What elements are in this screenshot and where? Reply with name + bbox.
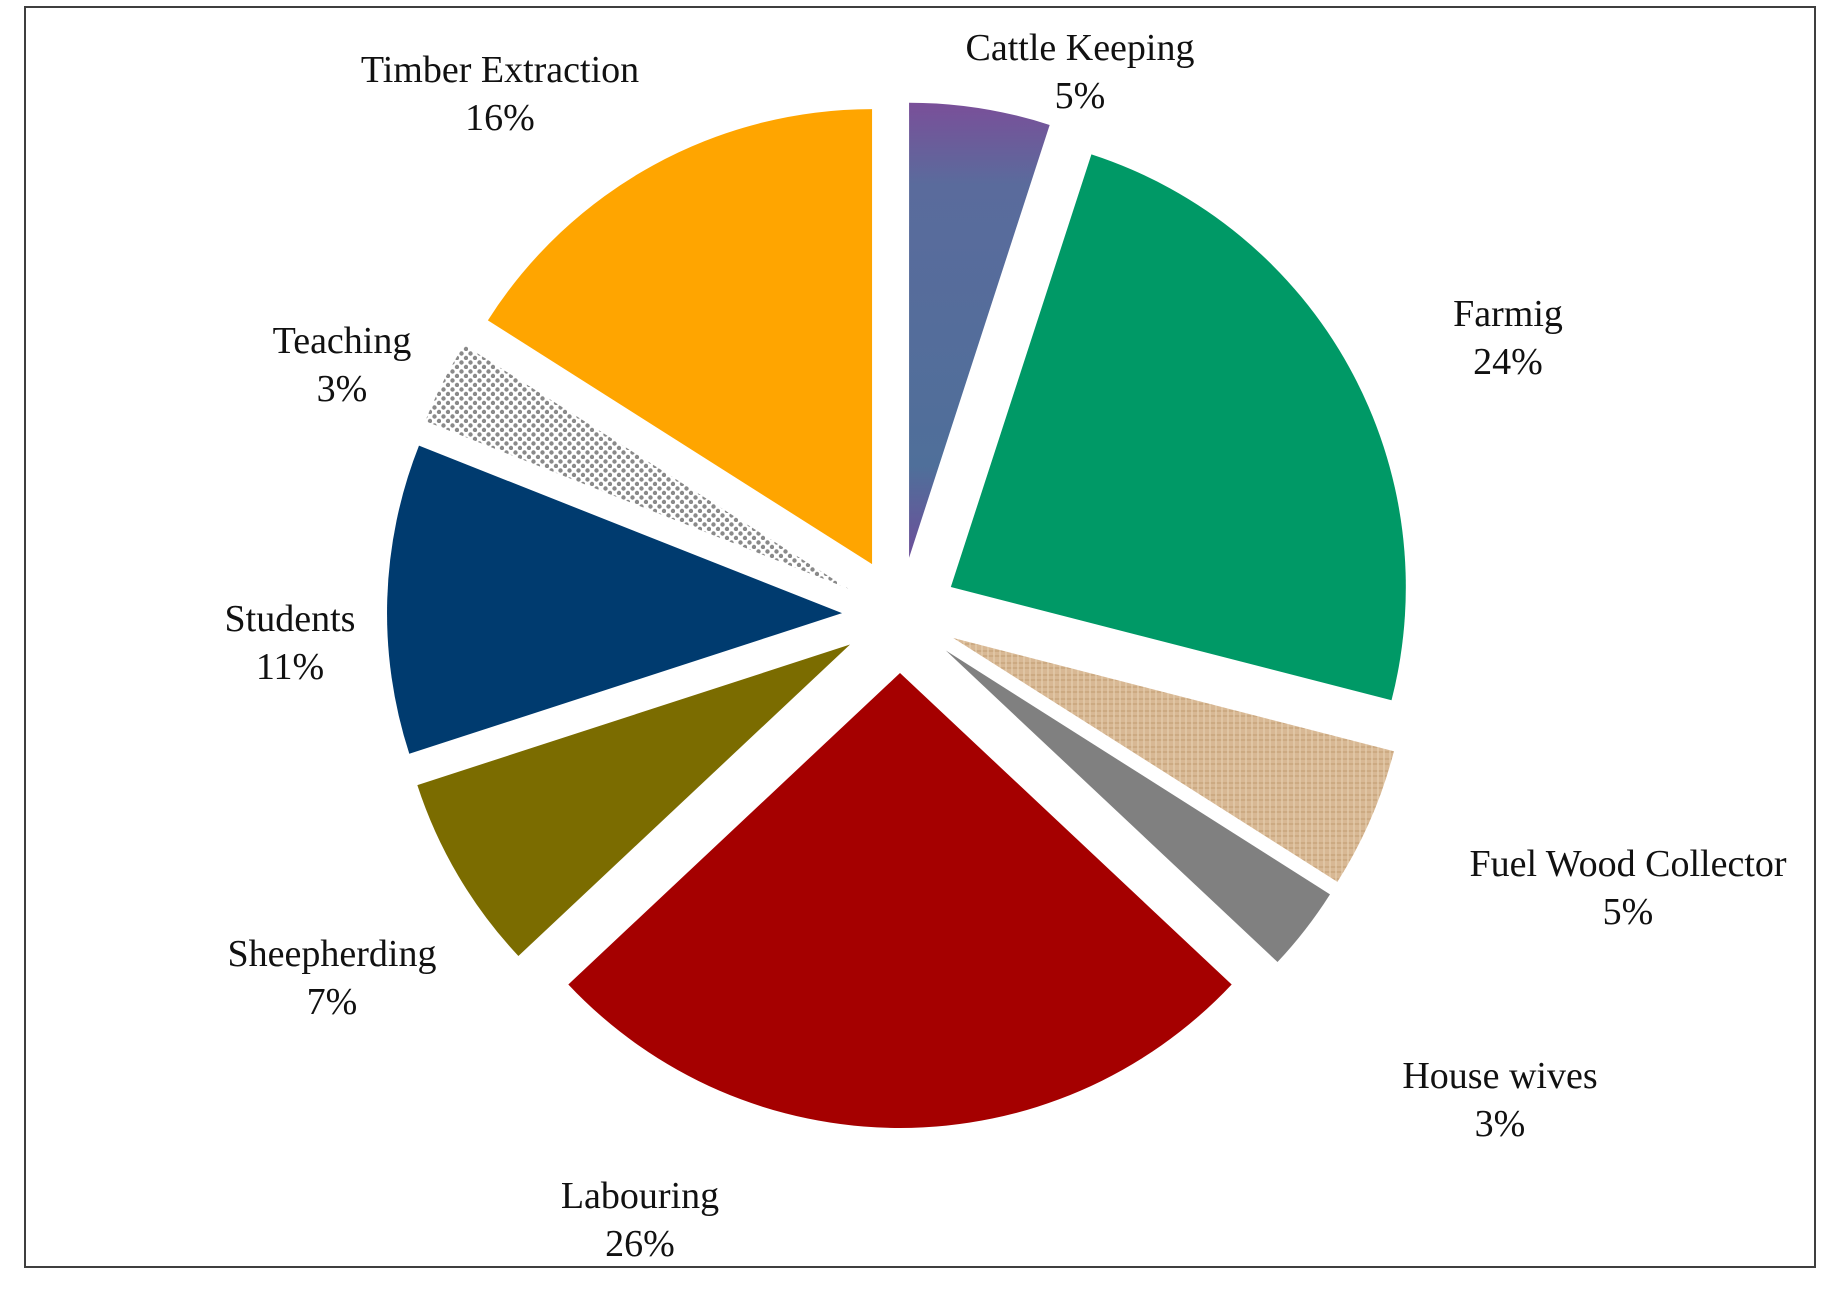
slice-label-fuel-wood-collector: Fuel Wood Collector xyxy=(1469,843,1786,885)
slice-percent-house-wives: 3% xyxy=(1475,1103,1526,1145)
pie-slice-fuel-wood-collector xyxy=(953,638,1394,882)
slice-percent-teaching: 3% xyxy=(317,368,368,410)
slice-percent-cattle-keeping: 5% xyxy=(1055,75,1106,117)
slice-label-students: Students xyxy=(225,598,356,640)
slice-label-house-wives: House wives xyxy=(1402,1055,1597,1097)
slice-percent-students: 11% xyxy=(256,646,324,688)
slice-percent-farmig: 24% xyxy=(1473,341,1543,383)
slice-percent-fuel-wood-collector: 5% xyxy=(1603,891,1654,933)
pie-slice-teaching xyxy=(425,344,849,589)
slice-label-farmig: Farmig xyxy=(1453,293,1563,335)
slice-label-cattle-keeping: Cattle Keeping xyxy=(966,27,1195,69)
slice-label-labouring: Labouring xyxy=(561,1175,719,1217)
slice-label-teaching: Teaching xyxy=(273,320,412,362)
slice-label-timber-extraction: Timber Extraction xyxy=(361,49,639,91)
pie-slice-cattle-keeping xyxy=(909,102,1050,558)
pie-slice-students xyxy=(387,445,843,754)
slice-percent-labouring: 26% xyxy=(605,1223,675,1265)
slice-percent-sheepherding: 7% xyxy=(307,981,358,1023)
pie-slice-house-wives xyxy=(945,650,1330,963)
pie-slice-sheepherding xyxy=(417,644,851,956)
pie-slice-timber-extraction xyxy=(487,109,873,565)
pie-slice-farmig xyxy=(950,154,1406,701)
slice-label-sheepherding: Sheepherding xyxy=(228,933,437,975)
slice-percent-timber-extraction: 16% xyxy=(465,97,535,139)
pie-slice-labouring xyxy=(568,673,1232,1129)
